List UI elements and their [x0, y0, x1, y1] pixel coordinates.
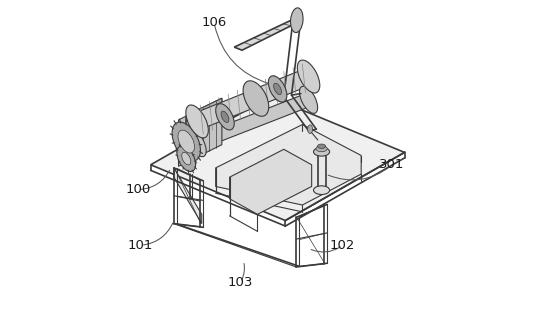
Ellipse shape — [290, 8, 303, 33]
Ellipse shape — [300, 86, 318, 114]
Ellipse shape — [317, 144, 326, 148]
Text: 101: 101 — [128, 239, 153, 252]
Ellipse shape — [273, 83, 282, 95]
Text: 103: 103 — [228, 276, 253, 289]
Polygon shape — [216, 124, 361, 205]
Ellipse shape — [178, 130, 194, 153]
Text: 106: 106 — [201, 16, 227, 30]
Text: 301: 301 — [379, 158, 405, 171]
Polygon shape — [186, 98, 222, 121]
Text: 100: 100 — [126, 183, 151, 196]
Ellipse shape — [298, 60, 320, 93]
Ellipse shape — [268, 76, 287, 102]
Polygon shape — [194, 68, 312, 129]
Ellipse shape — [182, 152, 191, 165]
Ellipse shape — [313, 186, 329, 194]
Ellipse shape — [172, 122, 200, 161]
Polygon shape — [178, 98, 222, 166]
Ellipse shape — [313, 147, 329, 156]
Polygon shape — [150, 97, 405, 220]
Polygon shape — [229, 149, 312, 214]
Polygon shape — [195, 93, 311, 150]
Ellipse shape — [316, 146, 327, 152]
Ellipse shape — [186, 105, 208, 138]
Ellipse shape — [307, 125, 312, 133]
Ellipse shape — [216, 104, 234, 130]
Polygon shape — [234, 19, 301, 50]
Ellipse shape — [177, 146, 195, 171]
Ellipse shape — [188, 129, 206, 157]
Polygon shape — [174, 168, 201, 224]
Ellipse shape — [221, 111, 229, 123]
Ellipse shape — [243, 81, 268, 116]
Text: 102: 102 — [330, 239, 355, 252]
